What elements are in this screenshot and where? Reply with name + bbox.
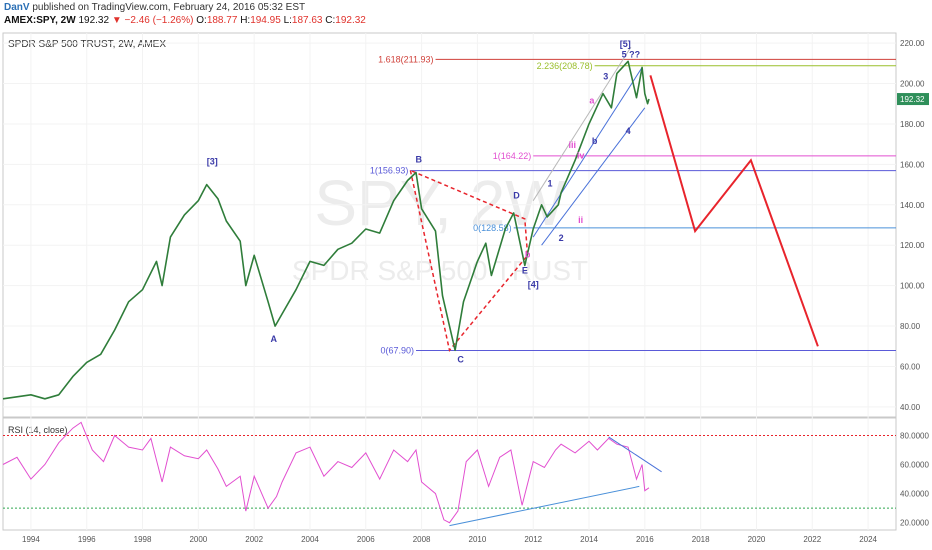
rsi-pane-border xyxy=(2,417,897,531)
time-tick-label: 2008 xyxy=(413,535,431,544)
time-tick-label: 1994 xyxy=(22,535,40,544)
wave-label: [4] xyxy=(528,280,539,290)
open-label: O: xyxy=(196,15,207,26)
rsi-tick-label: 20.0000 xyxy=(900,519,929,528)
wave-label: B xyxy=(416,154,423,164)
price-tick-label: 60.00 xyxy=(900,362,921,371)
price-tick-label: 40.00 xyxy=(900,403,921,412)
series xyxy=(2,60,819,527)
low-value: 187.63 xyxy=(291,15,323,26)
time-tick-label: 2000 xyxy=(189,535,207,544)
time-tick-label: 2010 xyxy=(469,535,487,544)
price-tick-label: 100.00 xyxy=(900,282,925,291)
last-price-tag xyxy=(897,93,929,106)
price-chart[interactable]: SPY, 2W SPDR S&P 500 TRUST SPDR S&P 500 … xyxy=(0,30,932,550)
publish-info: DanV published on TradingView.com, Febru… xyxy=(4,2,305,13)
channel-line xyxy=(541,107,646,246)
wave-label: 1 xyxy=(547,179,552,189)
rsi-title: RSI (14, close) xyxy=(8,425,68,435)
price-tick-label: 120.00 xyxy=(900,241,925,250)
high-value: 194.95 xyxy=(250,15,281,26)
rsi-trendline xyxy=(608,436,662,473)
rsi-line xyxy=(2,421,650,524)
time-tick-label: 2004 xyxy=(301,535,319,544)
wave-label: 4 xyxy=(626,126,631,136)
time-tick-label: 2018 xyxy=(692,535,710,544)
wave-label: D xyxy=(513,191,520,201)
time-tick-label: 1996 xyxy=(78,535,96,544)
fib-level-label: 1(156.93) xyxy=(370,166,409,176)
price-tick-label: 80.00 xyxy=(900,322,921,331)
time-tick-label: 2020 xyxy=(748,535,766,544)
price-line xyxy=(2,60,650,400)
wave-label: E xyxy=(522,266,528,276)
time-tick-label: 2006 xyxy=(357,535,375,544)
price-tick-label: 220.00 xyxy=(900,39,925,48)
time-tick-label: 2016 xyxy=(636,535,654,544)
wave-label: C xyxy=(457,354,464,364)
time-tick-label: 2024 xyxy=(859,535,877,544)
channel-line xyxy=(532,67,643,238)
time-tick-label: 2014 xyxy=(580,535,598,544)
close-value: 192.32 xyxy=(335,15,366,26)
drawings xyxy=(409,46,646,352)
symbol-label: AMEX:SPY, 2W xyxy=(4,15,76,26)
price-tick-label: 160.00 xyxy=(900,160,925,169)
time-tick-label: 1998 xyxy=(134,535,152,544)
price-change: −2.46 (−1.26%) xyxy=(124,15,194,26)
fib-level-label: 1.618(211.93) xyxy=(378,54,433,64)
wave-label: ii xyxy=(578,215,583,225)
wave-label: [5] xyxy=(620,39,631,49)
watermark-symbol: SPY, 2W xyxy=(314,167,566,239)
down-arrow-icon: ▼ xyxy=(111,15,122,26)
rsi-tick-label: 40.0000 xyxy=(900,490,929,499)
last-price: 192.32 xyxy=(78,15,110,26)
channel-line xyxy=(532,46,632,201)
low-label: L: xyxy=(283,15,292,26)
wave-label: b xyxy=(525,249,531,259)
abc-dashed-line xyxy=(409,169,529,352)
fib-level-label: 2.236(208.78) xyxy=(537,61,593,71)
close-label: C: xyxy=(325,15,336,26)
author-name[interactable]: DanV xyxy=(4,2,30,13)
time-tick-label: 2022 xyxy=(803,535,821,544)
rsi-tick-label: 60.0000 xyxy=(900,461,929,470)
last-price-label: 192.32 xyxy=(900,95,925,104)
fib-levels: 1.618(211.93) 2.236(208.78) 1(164.22) 1(156… xyxy=(370,54,896,356)
wave-label: 3 xyxy=(603,71,608,81)
quote-bar: AMEX:SPY, 2W 192.32 ▼ −2.46 (−1.26%) O:1… xyxy=(4,15,366,26)
wave-label: b xyxy=(592,136,598,146)
fib-level-label: 1(164.22) xyxy=(493,151,532,161)
fib-level-label: 0(128.58) xyxy=(473,223,512,233)
wave-label: [3] xyxy=(207,156,218,166)
price-tick-label: 180.00 xyxy=(900,120,925,129)
watermark: SPY, 2W SPDR S&P 500 TRUST xyxy=(292,167,588,286)
fib-level-label: 0(67.90) xyxy=(380,346,414,356)
time-tick-label: 2002 xyxy=(245,535,263,544)
wave-label: iv xyxy=(577,150,585,160)
wave-label: 2 xyxy=(559,233,564,243)
price-tick-label: 140.00 xyxy=(900,201,925,210)
axes: 40.00 60.00 80.00 100.00 120.00 140.00 160.00 1… xyxy=(22,39,929,544)
time-tick-label: 2012 xyxy=(524,535,542,544)
wave-label: iii xyxy=(569,140,577,150)
main-pane-border xyxy=(2,32,897,418)
price-tick-label: 200.00 xyxy=(900,80,925,89)
chart-background xyxy=(0,30,932,550)
rsi-tick-label: 80.0000 xyxy=(900,431,929,440)
open-value: 188.77 xyxy=(206,15,238,26)
grid xyxy=(3,33,896,530)
projection-line xyxy=(649,75,819,347)
published-text: published on TradingView.com, February 2… xyxy=(32,2,306,13)
wave-label: 5 ?? xyxy=(622,49,641,59)
high-label: H: xyxy=(240,15,251,26)
wave-label: a xyxy=(589,96,595,106)
rsi-trendline xyxy=(449,485,640,527)
wave-label: A xyxy=(270,334,277,344)
